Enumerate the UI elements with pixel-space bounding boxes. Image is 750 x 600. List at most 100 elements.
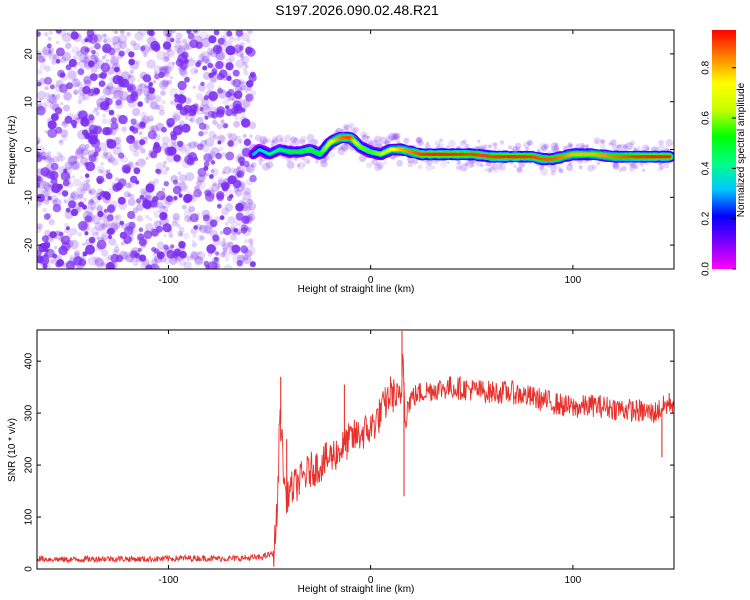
noise-dot <box>222 177 232 186</box>
noise-dot <box>146 59 156 69</box>
noise-dot <box>194 69 199 73</box>
noise-dot <box>136 203 144 212</box>
noise-dot <box>78 143 87 152</box>
ridge-halo-dot <box>459 140 466 146</box>
noise-dot <box>81 147 90 156</box>
ridge-halo-dot <box>557 167 562 172</box>
noise-dot <box>85 161 96 172</box>
noise-dot <box>95 243 104 252</box>
ridge-halo-dot <box>320 160 328 168</box>
noise-dot <box>157 252 168 262</box>
noise-dot <box>245 50 250 56</box>
ridge-halo-dot <box>374 163 382 171</box>
ridge-halo-dot <box>464 162 469 166</box>
noise-dot <box>181 204 187 210</box>
noise-dot <box>48 52 53 57</box>
noise-dot <box>95 231 100 236</box>
noise-dot <box>226 63 233 69</box>
noise-dot <box>174 93 179 99</box>
ridge-halo-dot <box>301 157 305 161</box>
noise-dot <box>60 171 71 181</box>
noise-dot <box>249 242 254 247</box>
noise-dot <box>130 251 136 258</box>
noise-dot <box>98 73 103 79</box>
noise-dot <box>67 182 74 189</box>
ridge-halo-dot <box>493 145 498 150</box>
ridge-halo-dot <box>525 147 529 151</box>
ridge-halo-dot <box>584 145 589 149</box>
noise-dot <box>227 175 237 185</box>
noise-dot <box>61 51 72 62</box>
noise-dot <box>202 214 210 222</box>
noise-dot <box>148 217 153 222</box>
noise-dot <box>130 40 137 47</box>
ridge-halo-dot <box>526 140 533 146</box>
noise-dot <box>55 58 61 64</box>
ridge-halo-dot <box>403 137 410 144</box>
noise-dot <box>85 128 92 134</box>
noise-dot <box>159 71 166 77</box>
ridge-halo-dot <box>341 126 349 134</box>
noise-dot <box>202 224 206 228</box>
noise-dot <box>215 191 225 200</box>
noise-dot <box>152 196 159 203</box>
noise-dot <box>76 255 81 260</box>
ridge-halo-dot <box>600 143 606 150</box>
snr-frame <box>36 329 675 570</box>
noise-dot <box>181 181 186 186</box>
noise-dot <box>246 198 253 206</box>
noise-dot <box>206 244 216 254</box>
noise-dot <box>139 158 146 166</box>
noise-dot <box>94 221 105 232</box>
noise-dot <box>188 111 197 119</box>
ridge-halo-dot <box>286 160 295 169</box>
noise-dot <box>48 52 57 61</box>
ridge-halo-dot <box>554 142 559 147</box>
noise-dot <box>124 241 128 245</box>
noise-dot <box>46 93 57 104</box>
noise-dot <box>138 227 144 232</box>
noise-dot <box>203 124 210 131</box>
noise-dot <box>183 232 190 240</box>
noise-dot <box>205 214 214 222</box>
noise-dot <box>77 68 85 76</box>
noise-dot <box>217 177 225 185</box>
noise-dot <box>100 62 111 73</box>
noise-dot <box>89 87 99 97</box>
noise-dot <box>217 179 225 186</box>
noise-dot <box>158 66 164 72</box>
noise-dot <box>72 124 77 129</box>
noise-dot <box>87 139 92 143</box>
noise-dot <box>241 215 250 224</box>
ridge-halo-dot <box>629 167 634 172</box>
noise-dot <box>162 223 172 233</box>
noise-dot <box>87 200 97 210</box>
noise-dot <box>227 104 233 110</box>
noise-dot <box>130 233 134 238</box>
noise-dot <box>73 78 78 82</box>
noise-dot <box>182 43 190 51</box>
noise-dot <box>207 62 213 69</box>
ridge-halo-dot <box>299 139 306 145</box>
ridge-halo-dot <box>609 142 614 147</box>
noise-dot <box>76 81 83 89</box>
ridge-halo-dot <box>621 165 627 172</box>
ridge-halo-dot <box>585 143 590 149</box>
noise-dot <box>48 47 55 54</box>
noise-dot <box>91 45 96 49</box>
ridge-halo-dot <box>339 144 345 150</box>
noise-dot <box>118 114 128 125</box>
y-tick-label: 0 <box>24 566 35 572</box>
noise-dot <box>146 94 152 100</box>
noise-dot <box>132 150 140 157</box>
noise-dot <box>188 190 191 194</box>
noise-dot <box>97 191 107 200</box>
noise-dot <box>150 101 159 110</box>
noise-dot <box>47 196 52 201</box>
noise-dot <box>170 244 175 249</box>
noise-dot <box>203 111 209 118</box>
ridge-halo-dot <box>637 145 641 149</box>
noise-dot <box>237 87 243 93</box>
noise-dot <box>67 180 72 185</box>
noise-dot <box>164 65 172 74</box>
